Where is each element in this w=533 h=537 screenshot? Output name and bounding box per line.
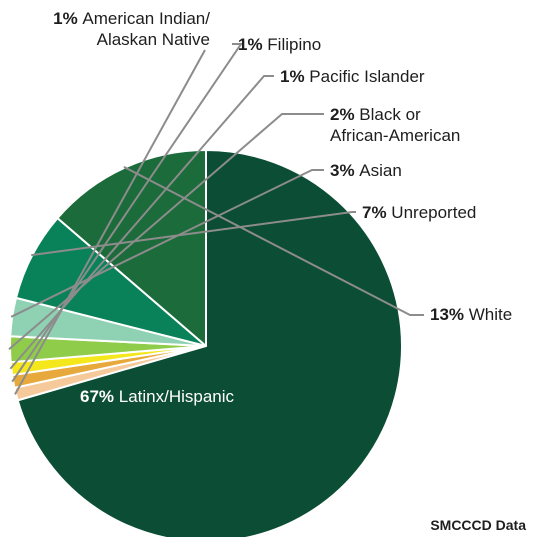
slice-label-line-american-indian-alaskan-native-0: 1% American Indian/ (53, 9, 210, 28)
slice-label-line-asian-0: 3% Asian (330, 161, 402, 180)
leader-line-pacific-islander (9, 75, 274, 370)
source-note: SMCCCD Data (430, 517, 526, 533)
slice-percent-pacific-islander: 1% (280, 67, 309, 86)
slice-label-line-black-or-african-american-1: African-American (330, 126, 460, 145)
slice-label-latinx-hispanic: 67% Latinx/Hispanic (80, 387, 235, 406)
leader-line-black-or-african-american (8, 113, 324, 351)
leader-line-filipino (11, 43, 243, 383)
slice-name-latinx-hispanic: Latinx/Hispanic (119, 387, 235, 406)
leader-line-white (123, 166, 424, 316)
leader-line-american-indian-alaskan-native (14, 49, 206, 395)
slice-label-line-unreported-0: 7% Unreported (362, 203, 476, 222)
slice-percent-latinx-hispanic: 67% (80, 387, 119, 406)
slice-name-unreported: Unreported (391, 203, 476, 222)
slice-percent-white: 13% (430, 305, 469, 324)
slice-name-white: White (469, 305, 512, 324)
leader-line-asian (10, 169, 324, 318)
leader-lines (8, 43, 424, 395)
slice-name-asian: Asian (359, 161, 402, 180)
slice-name-black-or-african-american: Black or (359, 105, 421, 124)
slice-name-pacific-islander: Pacific Islander (309, 67, 425, 86)
slice-label-white: 13% White (430, 305, 512, 324)
pie-slices (9, 148, 403, 537)
slice-name-american-indian-alaskan-native: American Indian/ (82, 9, 210, 28)
slice-label-line-white-0: 13% White (430, 305, 512, 324)
leader-line-unreported (31, 211, 356, 257)
slice-name-filipino: Filipino (267, 35, 321, 54)
slice-label-american-indian-alaskan-native: 1% American Indian/Alaskan Native (53, 9, 210, 49)
slice-percent-black-or-african-american: 2% (330, 105, 359, 124)
slice-label-line-american-indian-alaskan-native-1: Alaskan Native (97, 30, 210, 49)
slice-label-pacific-islander: 1% Pacific Islander (280, 67, 425, 86)
slice-percent-unreported: 7% (362, 203, 391, 222)
slice-label-line-filipino-0: 1% Filipino (238, 35, 321, 54)
slice-labels: 1% American Indian/Alaskan Native 1% Fili… (53, 9, 512, 406)
pie-slice-latinx-hispanic (16, 148, 403, 537)
slice-label-line-pacific-islander-0: 1% Pacific Islander (280, 67, 425, 86)
slice-percent-asian: 3% (330, 161, 359, 180)
slice-label-unreported: 7% Unreported (362, 203, 476, 222)
slice-label-line-black-or-african-american-0: 2% Black or (330, 105, 421, 124)
slice-percent-filipino: 1% (238, 35, 267, 54)
slice-label-filipino: 1% Filipino (238, 35, 321, 54)
slice-percent-american-indian-alaskan-native: 1% (53, 9, 82, 28)
slice-label-line-latinx-hispanic-0: 67% Latinx/Hispanic (80, 387, 235, 406)
slice-label-asian: 3% Asian (330, 161, 402, 180)
slice-label-black-or-african-american: 2% Black or African-American (330, 105, 460, 145)
